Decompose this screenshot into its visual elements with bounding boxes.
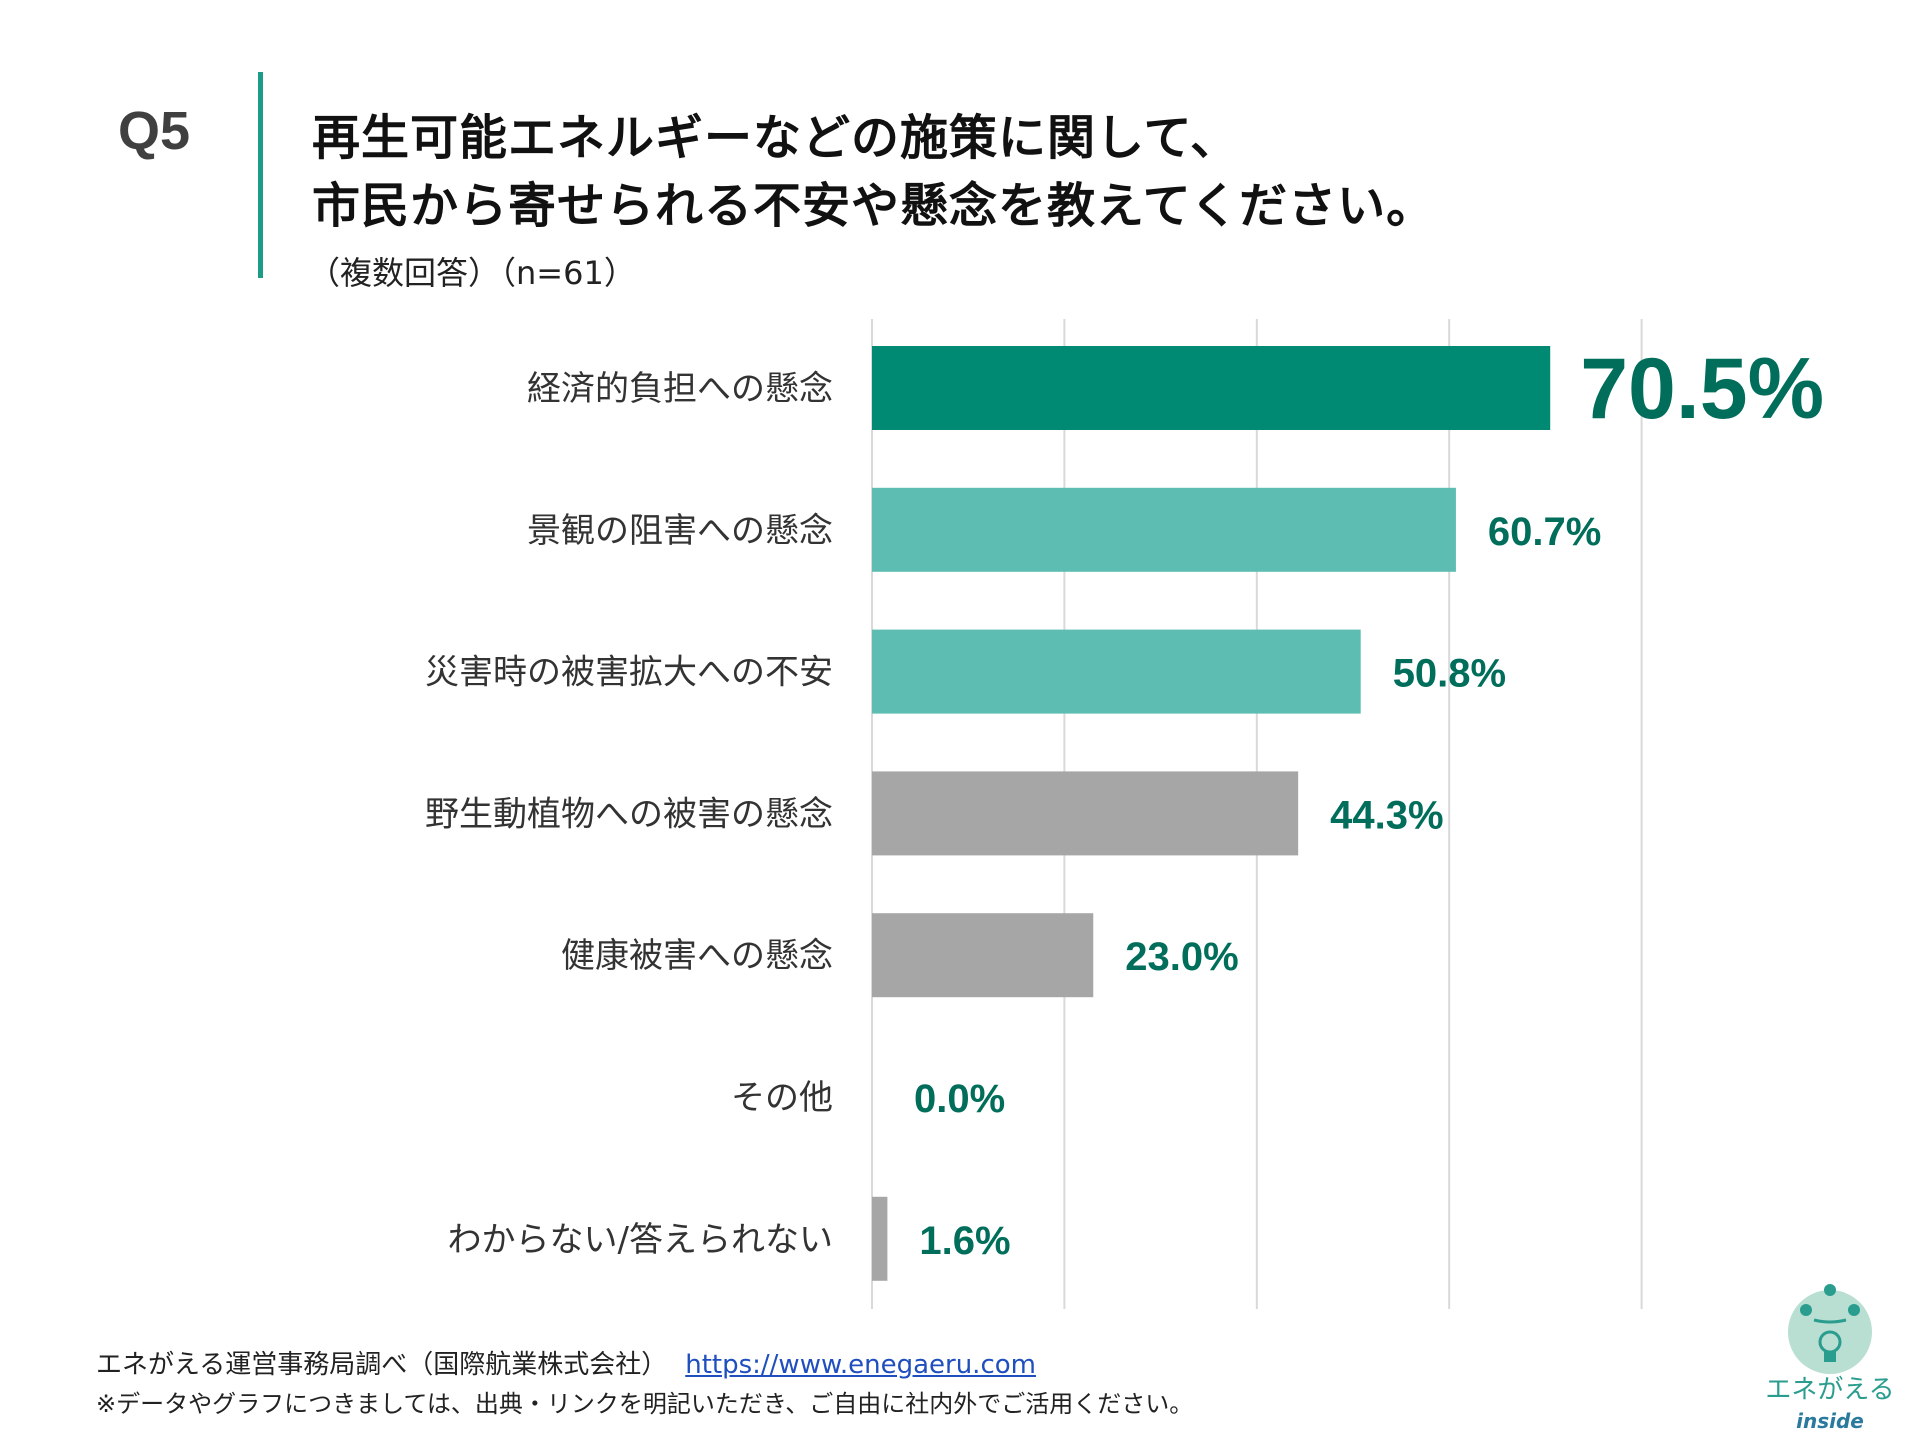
source-line: エネがえる運営事務局調べ（国際航業株式会社） https://www.enegae… xyxy=(96,1344,1036,1381)
title-divider xyxy=(258,72,263,278)
category-label: 災害時の被害拡大への不安 xyxy=(425,653,833,693)
data-label: 0.0% xyxy=(914,1077,1005,1121)
category-label: その他 xyxy=(731,1078,833,1118)
bar xyxy=(872,487,1456,572)
data-label: 50.8% xyxy=(1393,652,1506,696)
source-link[interactable]: https://www.enegaeru.com xyxy=(685,1350,1036,1380)
category-label: 健康被害への懸念 xyxy=(561,936,833,976)
bar xyxy=(872,1196,888,1281)
data-label: 70.5% xyxy=(1580,341,1824,437)
bar xyxy=(872,771,1299,856)
source-text: エネがえる運営事務局調べ（国際航業株式会社） xyxy=(96,1350,668,1380)
category-label: 景観の阻害への懸念 xyxy=(527,511,833,551)
bar xyxy=(872,629,1361,714)
usage-note: ※データやグラフにつきましては、出典・リンクを明記いただき、ご自由に社内外でご活… xyxy=(96,1390,1194,1418)
data-label: 1.6% xyxy=(919,1219,1010,1263)
svg-text:エネがえる: エネがえる xyxy=(1765,1375,1894,1405)
title-line-2: 市民から寄せられる不安や懸念を教えてください。 xyxy=(312,178,1436,234)
question-number: Q5 xyxy=(118,101,191,161)
category-label: わからない/答えられない xyxy=(448,1220,833,1260)
bar xyxy=(872,346,1551,430)
bar xyxy=(872,913,1094,998)
data-label: 23.0% xyxy=(1125,935,1238,979)
category-label: 野生動植物への被害の懸念 xyxy=(425,794,833,834)
svg-text:inside: inside xyxy=(1796,1409,1864,1433)
data-label: 44.3% xyxy=(1330,793,1443,837)
subtitle: （複数回答）（n=61） xyxy=(308,254,636,292)
data-label: 60.7% xyxy=(1488,510,1601,554)
title-line-1: 再生可能エネルギーなどの施策に関して、 xyxy=(312,110,1240,166)
enegaeru-logo: エネがえる inside xyxy=(1765,1284,1895,1433)
category-label: 経済的負担への懸念 xyxy=(527,369,833,409)
